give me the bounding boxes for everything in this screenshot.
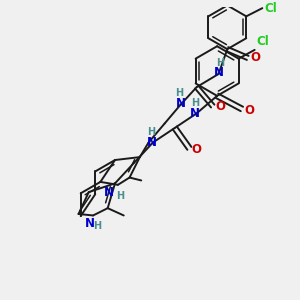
- Text: H: H: [175, 88, 183, 98]
- Text: N: N: [190, 107, 200, 120]
- Text: H: H: [147, 127, 155, 137]
- Text: Cl: Cl: [257, 35, 269, 48]
- Text: N: N: [214, 66, 224, 79]
- Text: O: O: [250, 51, 260, 64]
- Text: H: H: [116, 191, 124, 201]
- Text: N: N: [176, 97, 186, 110]
- Text: O: O: [215, 100, 225, 112]
- Text: H: H: [216, 58, 224, 68]
- Text: O: O: [192, 143, 202, 156]
- Text: H: H: [93, 221, 101, 231]
- Text: N: N: [85, 217, 95, 230]
- Text: Cl: Cl: [265, 2, 278, 15]
- Text: N: N: [103, 186, 113, 199]
- Text: O: O: [244, 104, 254, 117]
- Text: H: H: [191, 98, 199, 108]
- Text: N: N: [146, 136, 157, 149]
